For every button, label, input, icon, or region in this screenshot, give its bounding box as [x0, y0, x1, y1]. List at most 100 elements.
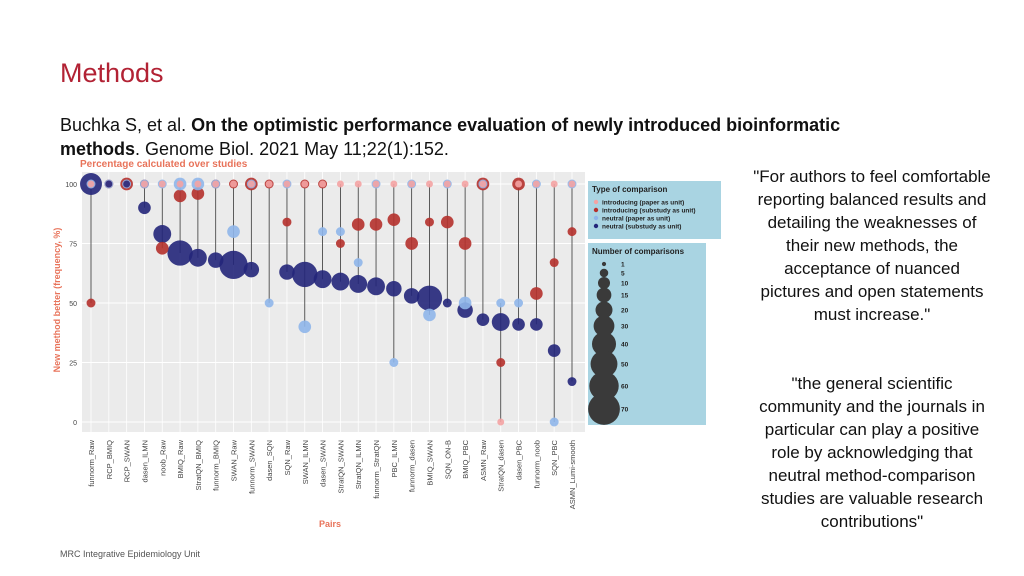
x-tick-label: RCP_SWAN — [123, 440, 132, 482]
x-tick-label: BMIQ_SWAN — [425, 440, 434, 486]
data-point-neutral-substudy — [403, 288, 420, 304]
data-point-introducing-substudy — [335, 239, 345, 248]
quote-community: "the general scientific community and th… — [759, 374, 985, 531]
data-point-neutral-substudy — [138, 201, 151, 215]
data-point-introducing-substudy — [549, 258, 559, 268]
data-point-neutral-substudy — [512, 318, 525, 331]
data-point-introducing-paper — [247, 180, 255, 188]
data-point-introducing-substudy — [425, 217, 434, 227]
data-point-introducing-paper — [426, 180, 433, 188]
legend-size-label: 70 — [621, 407, 629, 414]
data-point-introducing-paper — [497, 418, 505, 426]
data-point-introducing-paper — [230, 180, 237, 188]
data-point-introducing-substudy — [155, 241, 169, 255]
plot-background — [82, 172, 585, 432]
data-point-neutral-substudy — [386, 280, 402, 297]
x-tick-label: BMIQ_Raw — [176, 439, 185, 478]
data-point-introducing-substudy — [387, 213, 401, 227]
data-point-neutral-paper — [514, 298, 524, 308]
legend-type-swatch — [593, 207, 599, 213]
x-tick-label: SQN_Raw — [283, 439, 292, 475]
data-point-introducing-paper — [443, 180, 451, 188]
quote-authors: "For authors to feel comfortable reporti… — [753, 167, 991, 324]
x-tick-label: PBC_ILMN — [390, 440, 399, 478]
chart: 0 25 50 75 100 funnorm_Raw RCP_BMIQ RCP_SWAN das… — [52, 159, 721, 529]
data-point-introducing-paper — [265, 180, 273, 188]
x-tick-label: funnorm_BMIQ — [212, 440, 221, 491]
slide-title: Methods — [60, 58, 164, 88]
x-tick-label: SQN_ON-B — [443, 440, 452, 479]
data-point-neutral-paper — [264, 298, 274, 308]
data-point-introducing-paper — [212, 180, 220, 188]
data-point-neutral-paper — [298, 320, 312, 334]
data-point-introducing-paper — [479, 180, 487, 188]
x-tick-label: funnorm_StratQN — [372, 440, 381, 499]
x-tick-label: StratQN_dasen — [497, 440, 506, 492]
legend-size-label: 1 — [621, 262, 625, 269]
data-point-introducing-paper — [532, 180, 540, 188]
legend-size-swatch — [590, 350, 618, 378]
x-tick-label: dasen_SWAN — [319, 440, 328, 487]
data-point-neutral-paper — [318, 227, 328, 237]
x-tick-label: ASMN_Lumi-smooth — [568, 440, 577, 509]
legend-size-swatch — [601, 261, 607, 267]
legend-type-label: neutral (substudy as unit) — [602, 224, 681, 231]
legend-size-swatch — [591, 331, 617, 357]
x-tick-label: funnorm_Raw — [87, 439, 96, 486]
data-point-introducing-paper — [319, 180, 327, 188]
data-point-neutral-paper — [389, 358, 399, 367]
data-point-introducing-substudy — [191, 187, 205, 200]
data-point-neutral-substudy — [279, 264, 295, 280]
y-tick-label: 0 — [73, 420, 77, 427]
x-tick-label: SWAN_Raw — [230, 439, 239, 481]
data-point-introducing-substudy — [351, 218, 365, 231]
y-tick-label: 50 — [69, 301, 77, 308]
legend-size-swatch — [596, 287, 612, 303]
x-tick-label: SQN_PBC — [550, 439, 559, 475]
data-point-introducing-paper — [283, 180, 291, 188]
data-point-introducing-substudy — [567, 227, 577, 237]
data-point-introducing-paper — [408, 180, 416, 188]
legend-size-title: Number of comparisons — [592, 247, 685, 256]
data-point-neutral-substudy — [292, 261, 318, 288]
data-point-neutral-substudy — [313, 270, 332, 289]
legend-size-label: 5 — [621, 271, 625, 278]
legend-type-label: neutral (paper as unit) — [602, 216, 670, 223]
x-tick-label: noob_Raw — [158, 439, 167, 475]
citation-authors: Buchka S, et al. — [60, 115, 192, 135]
data-point-neutral-substudy — [367, 277, 385, 296]
data-point-introducing-substudy — [369, 218, 383, 231]
x-tick-label: StratQN_BMIQ — [194, 440, 203, 491]
data-point-neutral-substudy — [349, 275, 368, 293]
legend-size-label: 20 — [621, 308, 629, 315]
data-point-neutral-substudy — [123, 180, 131, 188]
data-point-introducing-paper — [372, 180, 380, 188]
x-axis-label: Pairs — [319, 519, 341, 529]
citation-paper-title: On the optimistic performance evaluation… — [60, 115, 841, 159]
data-point-neutral-substudy — [219, 250, 248, 280]
legend-size-swatch — [593, 315, 615, 337]
x-tick-label: StratQN_SWAN — [336, 440, 345, 493]
legend-size-label: 50 — [621, 362, 629, 369]
legend-size-label: 15 — [621, 293, 629, 300]
data-point-introducing-substudy — [282, 217, 292, 227]
data-point-neutral-substudy — [491, 313, 510, 331]
data-point-neutral-substudy — [476, 313, 490, 326]
data-point-introducing-paper — [515, 180, 523, 188]
x-tick-label: ASMN_Raw — [479, 439, 488, 480]
data-point-neutral-substudy — [153, 225, 172, 243]
data-point-neutral-substudy — [188, 248, 207, 267]
data-point-neutral-substudy — [416, 285, 443, 311]
data-point-neutral-substudy — [331, 272, 350, 291]
legend-type-swatch — [593, 215, 599, 221]
legend-size-label: 10 — [621, 281, 629, 288]
citation-journal: . Genome Biol. 2021 May 11;22(1):152. — [135, 139, 449, 159]
data-point-introducing-paper — [194, 180, 202, 188]
x-tick-label: dasen_SQN — [265, 440, 274, 481]
data-point-introducing-substudy — [458, 237, 472, 250]
legend-size-label: 40 — [621, 342, 629, 349]
x-tick-label: dasen_PBC — [515, 439, 524, 480]
x-tick-label: dasen_ILMN — [140, 440, 149, 483]
y-tick-label: 100 — [65, 182, 77, 189]
data-point-neutral-substudy — [167, 240, 193, 266]
